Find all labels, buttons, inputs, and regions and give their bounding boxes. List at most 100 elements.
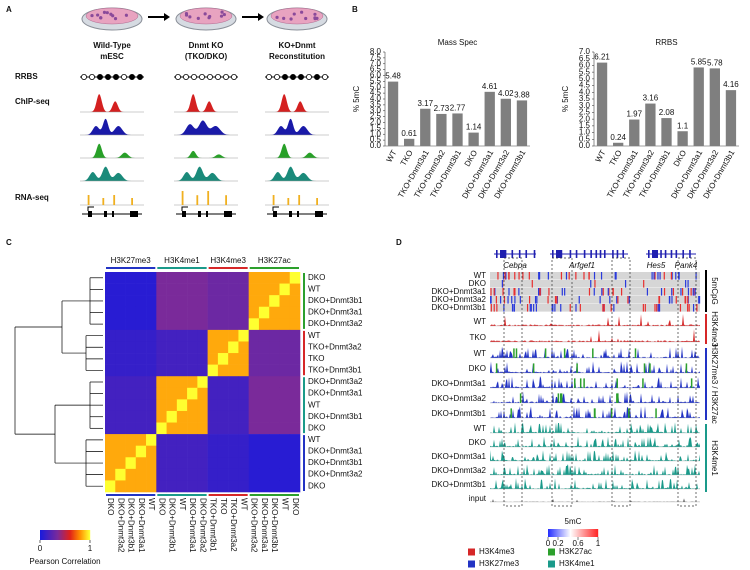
methylation-cpg xyxy=(502,272,505,280)
legend-title: 5mC xyxy=(565,517,582,526)
heatmap-cell xyxy=(105,422,116,435)
y-tick-label: 0.0 xyxy=(579,141,591,150)
methylation-cpg xyxy=(518,272,520,280)
colorbar-step xyxy=(59,530,61,540)
heatmap-cell xyxy=(166,306,178,319)
heatmap-cell xyxy=(269,329,280,342)
heatmap-cell xyxy=(135,376,147,389)
heatmap-cell xyxy=(238,468,249,481)
heatmap-cell xyxy=(146,376,157,389)
panel-label: A xyxy=(6,5,12,14)
heatmap-cell xyxy=(176,457,188,470)
heatmap-cell xyxy=(258,387,270,400)
methylation-cpg xyxy=(658,296,661,304)
heatmap-cell xyxy=(258,480,270,493)
column-label: DKO xyxy=(106,498,115,515)
track-signal xyxy=(490,422,700,433)
heatmap-cell xyxy=(238,376,249,389)
methylation-cpg xyxy=(654,272,656,280)
rna-spike xyxy=(196,195,199,205)
track-signal xyxy=(490,329,700,342)
colorbar-step xyxy=(60,530,62,540)
heatmap-cell xyxy=(135,434,147,446)
methylation-cpg xyxy=(528,272,530,280)
heatmap-cell xyxy=(289,364,301,377)
heatmap-cell xyxy=(238,387,249,400)
heatmap-cell xyxy=(105,318,116,331)
cell xyxy=(203,12,207,16)
track-signal xyxy=(490,436,700,447)
heatmap-cell xyxy=(279,272,291,284)
colorbar-step xyxy=(548,529,550,537)
track-signal-overlay xyxy=(616,378,618,388)
heatmap-cell xyxy=(105,457,116,470)
exon xyxy=(569,250,572,258)
column-label: DKO+Dnmt3a2 xyxy=(250,498,259,553)
heatmap-cell xyxy=(289,387,301,400)
heatmap-cell xyxy=(197,422,208,435)
y-tick-label: 5.5 xyxy=(370,76,382,85)
heatmap-cell xyxy=(135,272,147,284)
heatmap-cell xyxy=(207,353,219,365)
heatmap-cell xyxy=(217,353,229,365)
heatmap-cell xyxy=(258,306,270,319)
methylation-cpg xyxy=(658,304,661,312)
heatmap-cell xyxy=(125,364,137,377)
colorbar-step xyxy=(69,530,71,540)
cell xyxy=(102,10,107,14)
heatmap-cell xyxy=(115,434,126,446)
y-tick-label: 6.0 xyxy=(370,71,382,80)
colorbar-step xyxy=(49,530,51,540)
heatmap-cell xyxy=(187,341,198,354)
heatmap-cell xyxy=(176,445,188,458)
column-label: DKO xyxy=(157,498,166,515)
heatmap-cell xyxy=(146,364,157,377)
colorbar-step xyxy=(580,529,582,537)
methylation-cpg xyxy=(511,304,514,312)
track-label: WT xyxy=(474,349,487,358)
condition-header: mESC xyxy=(100,52,124,61)
heatmap-cell xyxy=(248,329,260,342)
column-label: DKO+Dnmt3a2 xyxy=(116,498,125,553)
heatmap-cell xyxy=(217,306,229,319)
colorbar-step xyxy=(76,530,78,540)
chip-signal xyxy=(174,94,238,112)
methylation-cpg xyxy=(690,288,692,296)
heatmap-cell xyxy=(228,445,239,458)
heatmap-cell xyxy=(279,329,291,342)
heatmap-cell xyxy=(105,283,116,296)
heatmap-cell xyxy=(176,410,188,423)
methylation-cpg xyxy=(588,272,590,280)
colorbar-step xyxy=(74,530,76,540)
heatmap-cell xyxy=(279,341,291,354)
heatmap-cell xyxy=(238,457,249,470)
heatmap-cell xyxy=(207,272,219,284)
methylation-cpg xyxy=(528,296,531,304)
heatmap-cell xyxy=(289,353,301,365)
heatmap-cell xyxy=(228,410,239,423)
value-label: 1.97 xyxy=(626,110,642,119)
value-label: 4.61 xyxy=(482,82,498,91)
exon xyxy=(682,250,685,258)
methylation-cpg xyxy=(656,304,658,312)
x-tick-label: TKO xyxy=(608,149,624,168)
methylation-cpg xyxy=(578,296,580,304)
methylation-cpg xyxy=(588,288,591,296)
heatmap-cell xyxy=(156,457,167,470)
heatmap-cell xyxy=(248,306,260,319)
cpg xyxy=(214,74,221,81)
heatmap-cell xyxy=(135,364,147,377)
heatmap-cell xyxy=(197,341,208,354)
heatmap-cell xyxy=(258,410,270,423)
value-label: 5.78 xyxy=(707,58,723,67)
colorbar-step xyxy=(585,529,587,537)
panel-label: D xyxy=(396,238,402,247)
bar xyxy=(516,100,528,146)
rna-spike xyxy=(207,191,210,205)
colorbar-step xyxy=(584,529,586,537)
heatmap-cell xyxy=(289,399,301,412)
colorbar-step xyxy=(84,530,86,540)
bar xyxy=(420,108,431,146)
cell xyxy=(96,13,100,17)
track-signal-overlay xyxy=(576,363,578,373)
